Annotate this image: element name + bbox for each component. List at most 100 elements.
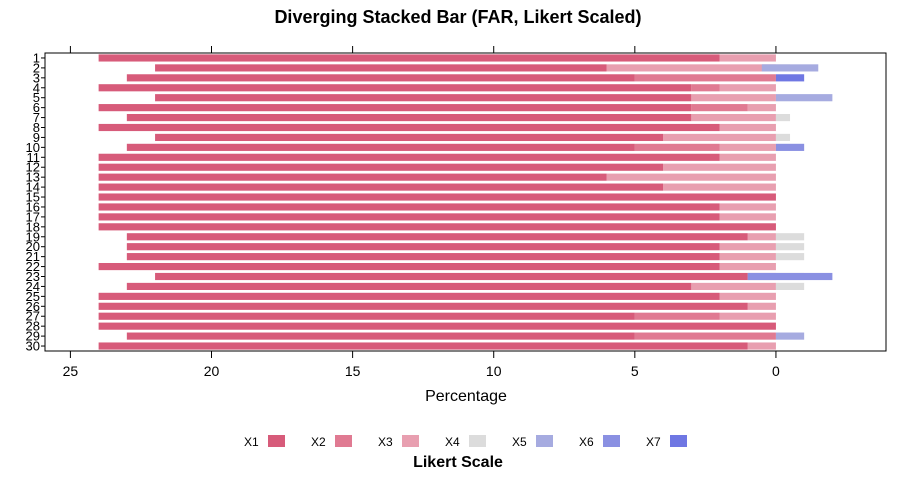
bar-segment-row22-X3 bbox=[719, 262, 776, 271]
bar-segment-row3-X7 bbox=[775, 74, 805, 82]
bar-segment-row27-X3 bbox=[719, 312, 776, 320]
y-tick-label: 23 bbox=[26, 269, 40, 284]
y-tick-label: 5 bbox=[33, 90, 40, 105]
y-tick-label: 21 bbox=[26, 249, 40, 264]
bar-segment-row24-X1 bbox=[126, 282, 692, 291]
bar-segment-row1-X3 bbox=[719, 54, 776, 62]
bar-segment-row16-X1 bbox=[98, 203, 720, 211]
bar-segment-row28-X1 bbox=[98, 322, 776, 330]
y-tick-label: 11 bbox=[27, 150, 41, 165]
legend-swatch-X2 bbox=[335, 435, 352, 447]
y-tick-label: 8 bbox=[33, 120, 40, 135]
y-tick-label: 15 bbox=[26, 190, 40, 205]
legend-title: Likert Scale bbox=[413, 454, 503, 471]
y-tick-label: 3 bbox=[33, 70, 40, 85]
x-tick-label: 15 bbox=[345, 363, 361, 379]
bar-segment-row23-X6 bbox=[747, 272, 833, 281]
bar-segment-row6-X2 bbox=[691, 104, 748, 112]
bar-segment-row24-X3 bbox=[691, 282, 776, 291]
y-tick-label: 26 bbox=[26, 299, 40, 314]
bar-segment-row5-X1 bbox=[155, 94, 692, 102]
bar-segment-row2-X5 bbox=[761, 64, 819, 72]
bar-segment-row4-X1 bbox=[98, 84, 692, 92]
y-tick-label: 24 bbox=[26, 279, 40, 294]
y-tick-label: 12 bbox=[26, 160, 40, 175]
bar-segment-row11-X1 bbox=[98, 153, 720, 161]
y-tick-label: 1 bbox=[33, 50, 40, 65]
bar-segment-row9-X1 bbox=[155, 133, 664, 142]
bar-segment-row27-X1 bbox=[98, 312, 635, 320]
x-tick-label: 5 bbox=[631, 363, 639, 379]
y-tick-label: 19 bbox=[26, 229, 40, 244]
bar-segment-row20-X3 bbox=[719, 243, 776, 251]
y-tick-label: 14 bbox=[26, 180, 40, 195]
bar-segment-row10-X2 bbox=[634, 143, 720, 151]
bar-segment-row23-X1 bbox=[155, 272, 748, 281]
bar-segment-row3-X2 bbox=[634, 74, 776, 82]
x-tick-label: 0 bbox=[772, 363, 780, 379]
legend-label-X1: X1 bbox=[244, 435, 259, 449]
bar-segment-row8-X1 bbox=[98, 123, 720, 132]
axes-layer: 1234567891011121314151617181920212223242… bbox=[26, 46, 780, 379]
bar-segment-row29-X2 bbox=[634, 332, 776, 340]
bar-segment-row21-X1 bbox=[126, 253, 720, 261]
bar-segment-row19-X4 bbox=[775, 233, 805, 241]
bar-segment-row25-X1 bbox=[98, 292, 720, 300]
bar-segment-row10-X6 bbox=[775, 143, 805, 151]
bar-segment-row12-X3 bbox=[663, 163, 776, 171]
x-tick-label: 20 bbox=[204, 363, 220, 379]
bar-segment-row6-X3 bbox=[747, 104, 776, 112]
y-tick-label: 4 bbox=[33, 80, 40, 95]
bar-segment-row9-X4 bbox=[775, 133, 791, 142]
bar-segment-row13-X3 bbox=[606, 173, 776, 181]
y-tick-label: 25 bbox=[26, 289, 40, 304]
y-tick-label: 10 bbox=[26, 140, 40, 155]
legend-swatch-X5 bbox=[536, 435, 553, 447]
y-tick-label: 9 bbox=[33, 130, 40, 145]
bar-segment-row17-X3 bbox=[719, 213, 776, 221]
bar-segment-row12-X1 bbox=[98, 163, 664, 171]
bar-segment-row14-X1 bbox=[98, 183, 664, 191]
legend-label-X3: X3 bbox=[378, 435, 393, 449]
bar-segment-row16-X3 bbox=[719, 203, 776, 211]
bar-segment-row18-X1 bbox=[98, 223, 776, 231]
legend-label-X5: X5 bbox=[512, 435, 527, 449]
y-tick-label: 13 bbox=[26, 170, 40, 185]
bar-segment-row2-X1 bbox=[155, 64, 607, 72]
bar-segment-row21-X4 bbox=[775, 253, 805, 261]
legend-swatch-X6 bbox=[603, 435, 620, 447]
x-axis-label: Percentage bbox=[425, 388, 507, 405]
bar-segment-row14-X3 bbox=[663, 183, 776, 191]
chart-title: Diverging Stacked Bar (FAR, Likert Scale… bbox=[274, 7, 641, 27]
bar-segment-row11-X3 bbox=[719, 153, 776, 161]
bar-segment-row21-X3 bbox=[719, 253, 776, 261]
bar-segment-row27-X2 bbox=[634, 312, 720, 320]
legend-swatch-X3 bbox=[402, 435, 419, 447]
y-tick-label: 16 bbox=[26, 199, 40, 214]
bar-segment-row19-X3 bbox=[747, 233, 776, 241]
bar-segment-row9-X3 bbox=[663, 133, 776, 142]
legend-swatch-X7 bbox=[670, 435, 687, 447]
bar-segment-row5-X5 bbox=[775, 94, 833, 102]
bar-segment-row7-X1 bbox=[126, 113, 692, 122]
bar-segment-row8-X3 bbox=[719, 123, 776, 132]
bar-segment-row10-X3 bbox=[719, 143, 776, 151]
bar-segment-row1-X1 bbox=[98, 54, 720, 62]
plot-area bbox=[44, 52, 887, 352]
bar-segment-row29-X1 bbox=[126, 332, 635, 340]
bar-segment-row30-X3 bbox=[747, 342, 776, 350]
legend-swatch-X4 bbox=[469, 435, 486, 447]
y-tick-label: 28 bbox=[26, 319, 40, 334]
bar-segment-row5-X3 bbox=[691, 94, 776, 102]
bar-segment-row22-X1 bbox=[98, 262, 720, 271]
bars-layer bbox=[98, 54, 833, 350]
y-tick-label: 2 bbox=[33, 60, 40, 75]
bar-segment-row19-X1 bbox=[126, 233, 748, 241]
legend-label-X4: X4 bbox=[445, 435, 460, 449]
bar-segment-row10-X1 bbox=[126, 143, 635, 151]
bar-segment-row30-X1 bbox=[98, 342, 748, 350]
legend-label-X2: X2 bbox=[311, 435, 326, 449]
bar-segment-row29-X5 bbox=[775, 332, 805, 340]
